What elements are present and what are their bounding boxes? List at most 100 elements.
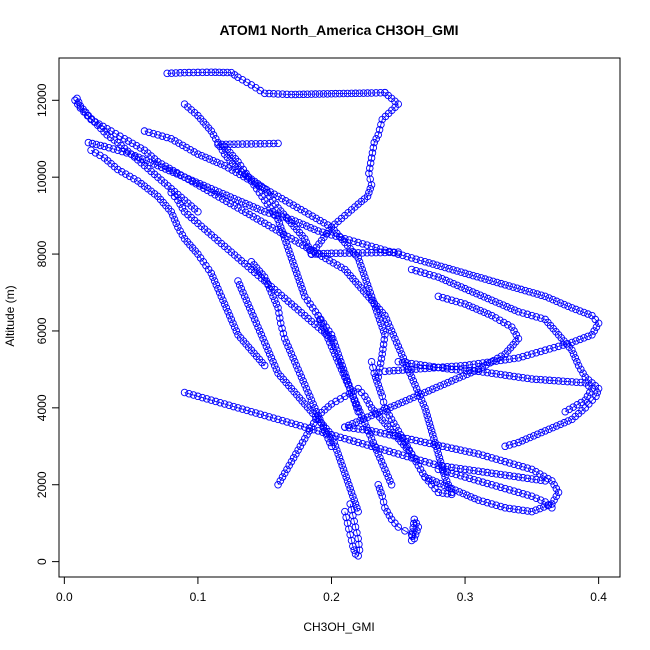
data-point-sample (572, 337, 580, 345)
data-point (234, 73, 242, 81)
data-point-sample (349, 492, 357, 501)
data-point (367, 89, 376, 97)
data-point (254, 323, 262, 331)
data-point-sample (269, 139, 278, 148)
data-point-sample (318, 428, 327, 436)
data-point-sample (590, 327, 598, 335)
data-point (194, 150, 202, 158)
data-point-sample (409, 393, 418, 402)
data-point-sample (552, 484, 561, 493)
data-point (294, 365, 302, 374)
data-point-sample (296, 369, 304, 377)
data-point-sample (407, 435, 416, 444)
data-point-sample (311, 404, 319, 412)
data-point-sample (165, 164, 174, 173)
data-point-sample (461, 447, 469, 455)
data-point-sample (331, 350, 339, 358)
data-point-sample (485, 276, 493, 284)
data-point-sample (526, 433, 534, 442)
data-point-sample (216, 398, 224, 407)
data-point-sample (186, 145, 195, 154)
data-point-sample (285, 346, 294, 354)
series-line (438, 468, 553, 509)
data-point-sample (242, 169, 250, 178)
data-point (71, 96, 79, 105)
data-point-sample (331, 342, 340, 351)
data-point (354, 438, 362, 447)
data-point-sample (189, 68, 198, 77)
data-point-sample (305, 427, 313, 435)
data-point-sample (573, 401, 582, 409)
data-point (294, 446, 302, 454)
data-point-sample (405, 395, 414, 403)
data-series (367, 357, 456, 499)
data-point-sample (308, 212, 317, 220)
data-point-sample (243, 78, 251, 87)
data-point-sample (264, 346, 272, 354)
data-point-sample (403, 442, 411, 451)
data-point-sample (379, 498, 388, 506)
data-point-sample (342, 377, 351, 385)
data-point-sample (343, 477, 352, 485)
data-point-sample (88, 139, 97, 148)
data-point-sample (351, 89, 360, 98)
data-point-sample (390, 401, 399, 410)
data-point (474, 477, 483, 485)
data-point (541, 427, 549, 435)
data-point-sample (507, 304, 515, 313)
data-point-sample (519, 352, 527, 361)
data-point-sample (366, 159, 375, 167)
data-point-sample (333, 446, 341, 454)
data-point (501, 442, 509, 451)
data-point (447, 365, 456, 374)
data-point-sample (363, 441, 371, 449)
data-point-sample (443, 489, 451, 498)
data-point-sample (505, 372, 514, 380)
data-point (274, 415, 282, 424)
data-point-sample (412, 455, 420, 463)
data-point-sample (470, 449, 478, 457)
data-point-sample (417, 396, 426, 404)
data-point-sample (425, 270, 434, 279)
data-point-sample (399, 354, 408, 362)
data-point (207, 68, 216, 76)
data-point (220, 400, 229, 408)
data-point-sample (372, 428, 380, 436)
data-point-sample (192, 180, 200, 188)
data-point-sample (225, 401, 233, 410)
data-point (588, 331, 596, 339)
data-point-sample (268, 208, 277, 216)
data-point-sample (292, 450, 300, 458)
data-point-sample (279, 329, 288, 338)
data-point (421, 388, 429, 397)
data-point-sample (302, 384, 311, 393)
data-point (514, 307, 523, 316)
data-point-sample (371, 373, 380, 381)
data-point-sample (215, 288, 224, 297)
data-point-sample (128, 139, 137, 148)
data-point-sample (425, 387, 433, 395)
data-point-sample (440, 380, 448, 388)
data-point (280, 234, 289, 243)
data-point-sample (583, 392, 592, 401)
data-point (361, 419, 369, 427)
data-point (370, 369, 378, 377)
data-point-sample (491, 298, 500, 306)
data-point-sample (569, 350, 578, 358)
data-point-sample (289, 258, 297, 266)
data-point-sample (95, 120, 103, 128)
data-point-sample (298, 438, 307, 447)
data-point (287, 254, 296, 262)
data-point-sample (514, 373, 523, 381)
data-point-sample (142, 156, 151, 165)
data-point-sample (215, 188, 223, 196)
data-point-sample (345, 480, 353, 489)
data-point (301, 423, 309, 431)
data-point-sample (412, 457, 420, 466)
data-point-sample (303, 296, 312, 304)
data-point (367, 181, 376, 189)
data-point-sample (335, 454, 344, 462)
data-point-sample (92, 140, 101, 149)
data-point-sample (314, 427, 322, 435)
data-point-sample (218, 195, 227, 203)
